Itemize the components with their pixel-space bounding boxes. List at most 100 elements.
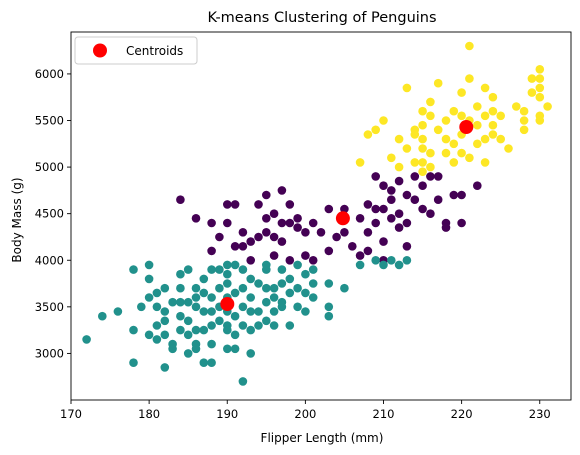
cluster-0-point: [246, 237, 255, 246]
cluster-1-point: [285, 321, 295, 330]
cluster-0-point: [340, 228, 349, 237]
cluster-2-point: [426, 162, 435, 172]
cluster-2-point: [519, 106, 529, 116]
cluster-0-point: [379, 237, 388, 246]
cluster-1-point: [191, 325, 201, 335]
cluster-2-point: [480, 134, 490, 144]
cluster-1-point: [230, 288, 240, 298]
legend: Centroids: [74, 36, 198, 65]
cluster-2-point: [418, 158, 427, 167]
cluster-0-point: [277, 237, 287, 246]
cluster-2-point: [449, 139, 459, 149]
cluster-2-point: [394, 134, 404, 144]
y-tick-label: 3500: [35, 300, 64, 314]
cluster-1-point: [168, 297, 177, 307]
cluster-2-point: [543, 102, 552, 111]
cluster-1-point: [129, 325, 138, 335]
cluster-0-point: [379, 204, 388, 214]
cluster-1-point: [308, 293, 318, 302]
cluster-2-point: [519, 125, 529, 135]
cluster-2-point: [426, 111, 435, 121]
cluster-0-point: [433, 195, 443, 204]
plot-area: 170 180 190 200 210 220 230 3000 3500 4000 4500 500…: [35, 31, 572, 421]
cluster-1-point: [277, 297, 287, 307]
cluster-2-point: [355, 158, 365, 167]
cluster-1-point: [246, 325, 255, 335]
cluster-1-point: [183, 265, 193, 274]
cluster-0-point: [418, 181, 427, 190]
cluster-0-point: [426, 172, 435, 181]
cluster-0-point: [238, 228, 248, 237]
cluster-1-point: [262, 316, 271, 326]
cluster-1-point: [324, 302, 334, 312]
cluster-1-point: [199, 288, 209, 298]
cluster-0-point: [230, 200, 240, 209]
cluster-0-point: [293, 214, 302, 223]
cluster-2-point: [441, 148, 451, 158]
cluster-1-point: [254, 321, 263, 330]
cluster-2-point: [433, 125, 443, 135]
cluster-1-point: [191, 302, 201, 312]
cluster-2-point: [363, 130, 373, 139]
cluster-1-point: [269, 293, 279, 302]
cluster-2-point: [418, 167, 427, 176]
cluster-0-point: [387, 214, 396, 223]
y-tick-label: 3000: [35, 346, 64, 360]
cluster-1-point: [82, 335, 91, 344]
cluster-0-point: [371, 204, 381, 214]
cluster-1-point: [207, 265, 216, 274]
cluster-2-point: [488, 120, 498, 130]
cluster-0-point: [277, 186, 287, 195]
cluster-0-point: [254, 200, 263, 209]
cluster-0-point: [223, 218, 232, 228]
cluster-0-point: [262, 228, 271, 237]
cluster-1-point: [301, 269, 310, 279]
cluster-1-point: [176, 283, 185, 293]
y-tick-label: 5000: [35, 160, 64, 174]
cluster-1-point: [238, 321, 248, 330]
cluster-1-point: [230, 311, 240, 321]
cluster-1-point: [191, 293, 201, 302]
cluster-2-point: [449, 106, 459, 116]
cluster-0-point: [277, 218, 287, 228]
cluster-0-point: [301, 228, 310, 237]
cluster-0-point: [215, 232, 224, 242]
cluster-1-point: [402, 255, 412, 265]
centroid-marker: [459, 120, 474, 134]
cluster-2-point: [410, 158, 420, 167]
cluster-1-point: [246, 307, 255, 316]
cluster-0-point: [348, 242, 357, 251]
cluster-1-point: [168, 344, 177, 354]
cluster-1-point: [199, 358, 209, 368]
cluster-1-point: [215, 316, 224, 326]
cluster-0-point: [394, 209, 404, 218]
cluster-1-point: [238, 265, 248, 274]
cluster-2-point: [473, 120, 482, 130]
cluster-2-point: [504, 144, 513, 153]
x-tick-label: 170: [60, 407, 82, 421]
cluster-1-point: [246, 293, 255, 302]
chart-title: K-means Clustering of Penguins: [207, 10, 436, 26]
cluster-1-point: [246, 274, 255, 284]
cluster-1-point: [160, 330, 170, 340]
cluster-0-point: [207, 246, 216, 256]
cluster-0-point: [410, 195, 420, 204]
cluster-0-point: [262, 214, 271, 223]
cluster-1-point: [277, 279, 287, 288]
cluster-1-point: [223, 260, 232, 270]
cluster-0-point: [457, 218, 466, 228]
cluster-1-point: [129, 358, 138, 368]
cluster-2-point: [410, 130, 420, 139]
cluster-2-point: [496, 134, 506, 144]
cluster-1-point: [191, 283, 201, 293]
cluster-1-point: [262, 260, 271, 270]
cluster-0-point: [207, 218, 216, 228]
cluster-0-point: [301, 251, 310, 260]
cluster-2-point: [433, 78, 443, 88]
cluster-1-point: [371, 255, 381, 265]
cluster-1-point: [152, 288, 162, 298]
x-tick-label: 180: [138, 407, 160, 421]
cluster-2-point: [449, 158, 459, 167]
cluster-1-point: [238, 283, 248, 293]
cluster-1-point: [308, 265, 318, 274]
